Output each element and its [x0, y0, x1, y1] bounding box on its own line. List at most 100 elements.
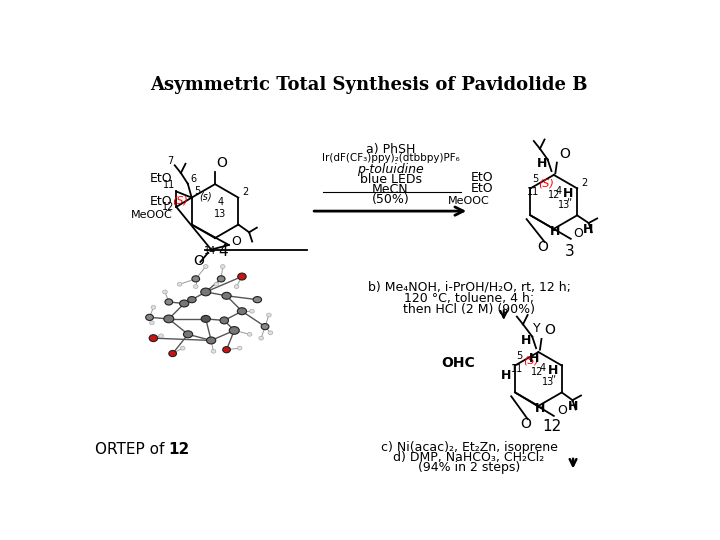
- Ellipse shape: [207, 337, 216, 344]
- Ellipse shape: [220, 265, 225, 268]
- Text: MeOOC: MeOOC: [130, 210, 172, 220]
- Ellipse shape: [165, 299, 173, 305]
- Ellipse shape: [149, 335, 158, 342]
- Ellipse shape: [188, 296, 196, 303]
- Text: O: O: [217, 156, 228, 170]
- Ellipse shape: [222, 292, 231, 299]
- Ellipse shape: [238, 308, 246, 315]
- Text: 13: 13: [213, 210, 225, 219]
- Text: H: H: [529, 352, 539, 365]
- Text: O: O: [231, 235, 241, 248]
- Text: H: H: [583, 222, 593, 235]
- Ellipse shape: [168, 350, 176, 356]
- Text: O: O: [194, 254, 204, 268]
- Text: 2: 2: [242, 187, 248, 197]
- Text: 14: 14: [204, 246, 216, 256]
- Text: 13: 13: [542, 377, 554, 387]
- Ellipse shape: [151, 306, 156, 309]
- Ellipse shape: [201, 288, 211, 296]
- Text: Asymmetric Total Synthesis of Pavidolide B: Asymmetric Total Synthesis of Pavidolide…: [150, 76, 588, 93]
- Text: 4: 4: [217, 197, 223, 207]
- Text: (S): (S): [172, 195, 188, 205]
- Text: H: H: [548, 364, 558, 377]
- Text: O: O: [521, 417, 531, 431]
- Text: 12: 12: [168, 442, 190, 457]
- Ellipse shape: [250, 309, 254, 313]
- Text: EtO: EtO: [150, 172, 172, 185]
- Ellipse shape: [238, 273, 246, 280]
- Text: 3: 3: [564, 244, 574, 259]
- Text: 5: 5: [517, 352, 523, 361]
- Text: 120 °C, toluene, 4 h;: 120 °C, toluene, 4 h;: [404, 292, 534, 305]
- Text: H: H: [563, 187, 573, 200]
- Text: a) PhSH: a) PhSH: [366, 143, 415, 157]
- Text: (s): (s): [199, 191, 212, 201]
- Text: (S): (S): [538, 179, 554, 189]
- Text: 11: 11: [163, 180, 175, 191]
- Ellipse shape: [261, 323, 269, 330]
- Text: H: H: [537, 157, 548, 170]
- Ellipse shape: [179, 300, 189, 307]
- Text: O: O: [538, 240, 549, 254]
- Ellipse shape: [194, 285, 198, 288]
- Text: c) Ni(acac)₂, Et₂Zn, isoprene: c) Ni(acac)₂, Et₂Zn, isoprene: [381, 441, 557, 454]
- Ellipse shape: [220, 317, 228, 324]
- Text: 6: 6: [190, 174, 197, 184]
- Text: ,,: ,,: [551, 369, 557, 380]
- Text: H: H: [535, 402, 545, 415]
- Text: MeOOC: MeOOC: [448, 196, 490, 206]
- Ellipse shape: [253, 296, 261, 303]
- Text: 12: 12: [543, 418, 562, 434]
- Ellipse shape: [184, 331, 193, 338]
- Text: 12: 12: [548, 190, 560, 200]
- Text: 5: 5: [532, 174, 539, 184]
- Text: 4: 4: [218, 244, 228, 259]
- Ellipse shape: [150, 321, 154, 325]
- Text: 11: 11: [511, 363, 523, 374]
- Text: d) DMP, NaHCO₃, CH₂Cl₂: d) DMP, NaHCO₃, CH₂Cl₂: [393, 450, 545, 463]
- Text: 7: 7: [167, 156, 174, 166]
- Text: O: O: [573, 227, 583, 240]
- Text: 11: 11: [526, 186, 539, 197]
- Ellipse shape: [238, 346, 242, 350]
- Text: 12: 12: [162, 202, 175, 212]
- Text: Ir(dF(CF₃)ppy)₂(dtbbpy)PF₆: Ir(dF(CF₃)ppy)₂(dtbbpy)PF₆: [322, 153, 459, 163]
- Ellipse shape: [222, 347, 230, 353]
- Text: O: O: [544, 323, 554, 338]
- Ellipse shape: [159, 334, 163, 338]
- Text: OHC: OHC: [441, 356, 475, 370]
- Ellipse shape: [234, 285, 239, 288]
- Text: (94% in 2 steps): (94% in 2 steps): [418, 461, 521, 474]
- Text: 5: 5: [194, 186, 200, 196]
- Text: 4: 4: [540, 363, 546, 373]
- Ellipse shape: [229, 327, 239, 334]
- Ellipse shape: [266, 313, 271, 317]
- Text: (S): (S): [523, 356, 539, 366]
- Text: 13: 13: [558, 200, 570, 210]
- Ellipse shape: [192, 276, 199, 282]
- Ellipse shape: [217, 276, 225, 282]
- Ellipse shape: [268, 331, 273, 335]
- Text: 12: 12: [531, 367, 543, 377]
- Text: then HCl (2 M) (90%): then HCl (2 M) (90%): [403, 303, 535, 316]
- Ellipse shape: [163, 315, 174, 323]
- Ellipse shape: [177, 282, 182, 286]
- Text: (50%): (50%): [372, 193, 410, 206]
- Text: Y: Y: [533, 322, 541, 335]
- Text: b) Me₄NOH, i-PrOH/H₂O, rt, 12 h;: b) Me₄NOH, i-PrOH/H₂O, rt, 12 h;: [368, 280, 570, 293]
- Ellipse shape: [204, 265, 208, 268]
- Text: ,,: ,,: [566, 192, 572, 202]
- Text: ORTEP of: ORTEP of: [94, 442, 168, 457]
- Text: 4: 4: [555, 186, 562, 196]
- Text: H: H: [567, 400, 578, 413]
- Text: 2: 2: [581, 178, 588, 188]
- Ellipse shape: [259, 336, 264, 340]
- Text: O: O: [559, 147, 570, 161]
- Text: blue LEDs: blue LEDs: [359, 173, 422, 186]
- Text: p-toluidine: p-toluidine: [357, 164, 424, 177]
- Ellipse shape: [180, 346, 185, 350]
- Ellipse shape: [201, 315, 210, 322]
- Text: O: O: [557, 404, 567, 417]
- Ellipse shape: [163, 290, 167, 294]
- Text: MeCN: MeCN: [372, 184, 409, 197]
